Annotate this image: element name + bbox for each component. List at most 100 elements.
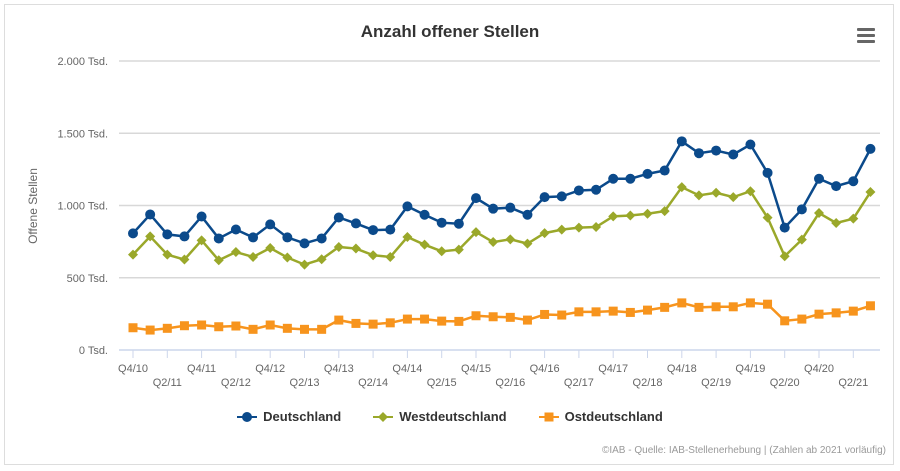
data-point-westdeutschland [333, 241, 344, 252]
legend-label: Ostdeutschland [564, 409, 663, 424]
data-point-deutschland [488, 203, 499, 214]
series-line-westdeutschland [132, 185, 872, 266]
data-point-ostdeutschland [162, 323, 172, 333]
data-point-deutschland [659, 165, 670, 176]
x-tick-label: Q2/19 [701, 377, 731, 389]
data-point-deutschland [573, 185, 584, 196]
data-point-ostdeutschland [625, 307, 635, 317]
legend-label: Deutschland [263, 409, 342, 424]
data-point-ostdeutschland [608, 306, 618, 316]
data-point-westdeutschland [282, 252, 293, 263]
data-point-westdeutschland [539, 228, 550, 239]
data-point-westdeutschland [316, 254, 327, 265]
data-point-westdeutschland [693, 190, 704, 201]
x-tick-label: Q2/12 [221, 377, 251, 389]
data-point-westdeutschland [779, 251, 790, 262]
series-line-deutschland [132, 139, 872, 245]
data-point-ostdeutschland [265, 320, 275, 330]
chart-frame [4, 4, 894, 465]
x-tick-label: Q4/20 [804, 363, 834, 375]
data-point-ostdeutschland [471, 311, 481, 321]
data-point-deutschland [453, 218, 464, 229]
data-point-ostdeutschland [351, 318, 361, 328]
data-point-westdeutschland [145, 231, 156, 242]
data-point-ostdeutschland [300, 324, 309, 334]
data-point-deutschland [762, 167, 773, 178]
data-point-deutschland [419, 209, 430, 220]
hamburger-menu-icon[interactable] [857, 28, 875, 44]
data-point-westdeutschland [350, 243, 361, 254]
data-point-ostdeutschland [831, 308, 841, 318]
y-tick-label: 2.000 Tsd. [57, 56, 108, 68]
legend: Deutschland Westdeutschland Ostdeutschland [0, 409, 900, 424]
data-point-deutschland [676, 136, 687, 147]
x-tick-label: Q2/13 [290, 377, 320, 389]
data-point-deutschland [471, 193, 481, 204]
data-point-deutschland [728, 149, 739, 160]
data-point-ostdeutschland [591, 307, 601, 317]
data-point-westdeutschland [265, 242, 276, 253]
data-point-westdeutschland [814, 208, 824, 219]
data-point-deutschland [625, 173, 636, 184]
data-point-westdeutschland [385, 251, 396, 262]
data-point-deutschland [522, 209, 533, 220]
data-point-westdeutschland [436, 246, 447, 257]
data-point-westdeutschland [162, 249, 173, 260]
x-tick-label: Q2/18 [633, 377, 663, 389]
data-point-westdeutschland [522, 238, 533, 249]
x-tick-label: Q2/20 [770, 377, 800, 389]
data-point-westdeutschland [299, 259, 310, 270]
data-point-ostdeutschland [505, 312, 515, 322]
data-point-ostdeutschland [385, 318, 395, 328]
x-tick-label: Q4/19 [735, 363, 765, 375]
data-point-ostdeutschland [557, 310, 567, 320]
legend-item-ostdeutschland[interactable]: Ostdeutschland [538, 409, 663, 424]
x-tick-label: Q4/12 [255, 363, 285, 375]
data-point-deutschland [402, 201, 413, 212]
legend-item-westdeutschland[interactable]: Westdeutschland [373, 409, 507, 424]
data-point-ostdeutschland [231, 321, 241, 331]
data-point-westdeutschland [728, 192, 739, 203]
x-tick-label: Q4/14 [392, 363, 422, 375]
data-point-westdeutschland [179, 254, 190, 265]
x-tick-label: Q4/18 [667, 363, 697, 375]
data-point-westdeutschland [608, 211, 619, 222]
data-point-westdeutschland [453, 244, 464, 255]
data-point-ostdeutschland [814, 309, 824, 319]
data-point-deutschland [505, 202, 516, 213]
data-point-deutschland [848, 176, 859, 187]
data-point-deutschland [350, 218, 361, 229]
data-point-westdeutschland [659, 206, 670, 217]
x-tick-label: Q4/16 [530, 363, 560, 375]
data-point-ostdeutschland [728, 302, 738, 312]
data-point-deutschland [642, 168, 653, 179]
data-point-ostdeutschland [368, 319, 378, 329]
data-point-ostdeutschland [660, 302, 670, 312]
data-point-deutschland [368, 225, 379, 236]
data-point-ostdeutschland [214, 322, 224, 332]
data-point-deutschland [556, 191, 567, 202]
data-point-westdeutschland [762, 212, 773, 223]
data-point-deutschland [608, 173, 619, 184]
data-point-ostdeutschland [643, 305, 652, 315]
data-point-westdeutschland [128, 249, 138, 260]
legend-item-deutschland[interactable]: Deutschland [237, 409, 341, 424]
data-point-ostdeutschland [848, 306, 858, 316]
data-point-ostdeutschland [317, 324, 327, 334]
x-tick-label: Q2/14 [358, 377, 388, 389]
data-point-deutschland [745, 139, 756, 150]
x-tick-label: Q2/16 [495, 377, 525, 389]
data-point-deutschland [162, 229, 173, 240]
data-point-deutschland [265, 219, 276, 230]
data-point-westdeutschland [865, 187, 876, 198]
data-point-westdeutschland [471, 227, 481, 238]
x-tick-label: Q4/17 [598, 363, 628, 375]
data-point-deutschland [711, 145, 722, 156]
data-point-ostdeutschland [334, 315, 344, 325]
data-point-westdeutschland [213, 255, 224, 266]
data-point-westdeutschland [745, 186, 756, 197]
data-point-deutschland [539, 192, 550, 203]
data-point-deutschland [145, 209, 156, 220]
data-point-westdeutschland [831, 217, 842, 228]
